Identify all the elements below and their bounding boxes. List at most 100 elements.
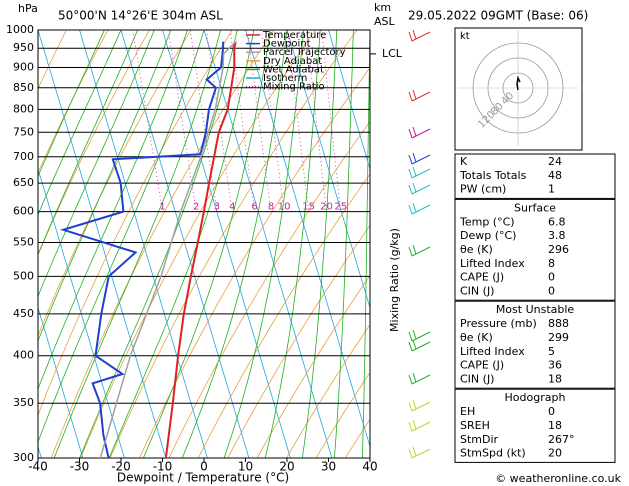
y-tick-label: 450 [13,307,34,320]
section-title: Hodograph [505,391,566,404]
legend-label: Dry Adiabat [263,56,322,67]
date-title: 29.05.2022 09GMT (Base: 06) [408,9,588,23]
y-tick-label: 750 [13,125,34,138]
wind-barb [412,446,417,457]
x-tick-label: -40 [28,460,48,474]
wet-adiabat [38,30,105,178]
profile-line [164,41,237,458]
y-tick-label: 350 [13,396,34,409]
mixing-ratio-label: 25 [334,202,347,213]
mixing-ratio-line [306,30,327,212]
index-value: 5 [548,345,555,358]
y-tick-label: 700 [13,150,34,163]
mixing-ratio-line [206,30,233,212]
index-value: 1 [548,183,555,196]
index-label: θe (K) [460,243,493,256]
isotherm [162,30,291,458]
wind-barb [412,244,417,255]
section-box [454,300,616,389]
wind-barb [408,421,413,432]
wind-barb [411,331,431,342]
wet-adiabat [362,30,370,458]
legend-label: Wet Adiabat [263,64,324,75]
index-value: 8 [548,257,555,270]
wind-barb [412,339,417,350]
x-tick-label: 40 [362,460,377,474]
wind-barb [408,448,413,459]
index-value: 299 [548,331,569,344]
dry-adiabat [38,30,109,174]
dry-adiabat [286,323,370,458]
y-tick-label: 650 [13,176,34,189]
wind-barb [412,29,417,40]
wind-barb [412,89,417,100]
wind-barb [412,329,417,340]
index-value: 0 [548,405,555,418]
legend-label: Temperature [262,30,326,41]
profile-line [59,41,225,458]
wind-barb [412,152,417,163]
hodograph-ring-label: 40 [499,90,516,107]
y2-label: km [374,1,391,14]
mixing-ratio-label: 8 [268,202,274,213]
index-label: Temp (°C) [459,215,515,228]
y-tick-label: 900 [13,60,34,73]
mixing-ratio-label: 15 [302,202,315,213]
index-value: 36 [548,359,562,372]
index-value: 0 [548,271,555,284]
index-label: CIN (J) [460,284,494,297]
wind-barb [411,154,431,165]
wind-barb [408,374,413,385]
dry-adiabat [581,30,629,458]
y-tick-label: 550 [13,236,34,249]
index-value: 296 [548,243,569,256]
index-value: 267° [548,433,575,446]
wind-barb [411,91,431,102]
section-box [454,388,616,463]
index-value: 20 [548,447,562,460]
index-value: 48 [548,169,562,182]
index-value: 0 [548,284,555,297]
wind-barb [412,166,417,177]
section-box [454,198,616,301]
y-tick-label: 800 [13,102,34,115]
mixing-ratio-label: 4 [229,202,235,213]
dry-adiabat [227,224,370,458]
index-label: CAPE (J) [460,271,504,284]
hodograph-frame [454,27,583,151]
wet-adiabat [301,30,338,458]
wind-barb [411,184,431,195]
wind-barb [411,246,431,257]
wind-barb [408,31,413,42]
wind-barb [408,128,413,139]
wind-barb [411,168,431,179]
wet-adiabat [264,30,321,458]
wind-barb [412,419,417,430]
dry-adiabat [256,274,370,458]
y-tick-label: 400 [13,349,34,362]
footer: © weatheronline.co.uk [495,472,621,485]
index-label: Dewp (°C) [460,229,516,242]
index-label: Lifted Index [460,345,525,358]
y-tick-label: 500 [13,269,34,282]
legend-label: Dewpoint [263,39,311,50]
x-tick-label: 0 [200,460,208,474]
isotherm [38,306,84,458]
wind-barb [408,341,413,352]
mixing-ratio-label: 2 [193,202,199,213]
index-label: CAPE (J) [460,359,504,372]
isotherm [203,30,333,458]
wind-barb [412,182,417,193]
index-label: K [460,155,468,168]
wind-barb [408,401,413,412]
isotherm [328,30,370,171]
y-axis-label: hPa [18,2,38,15]
hodograph-unit: kt [460,31,470,42]
y2-label: ASL [374,15,396,28]
dry-adiabat [375,30,629,458]
mixing-ratio-line [132,30,163,212]
mixing-ratio-label: 20 [320,202,333,213]
profiles [59,41,237,458]
wind-barb [411,128,431,139]
